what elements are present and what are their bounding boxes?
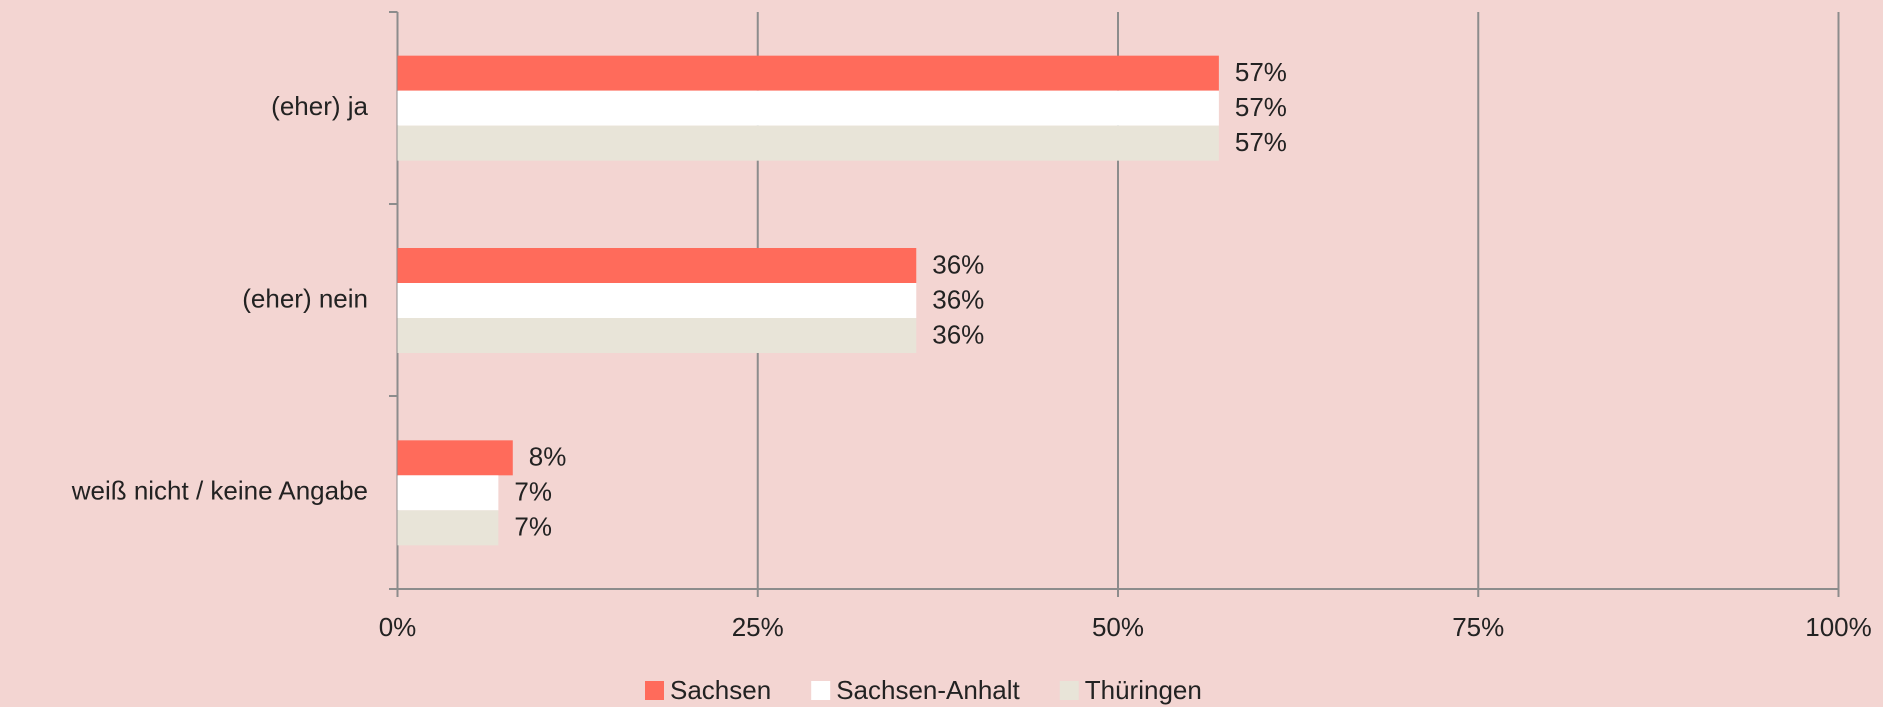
value-label: 7% — [514, 477, 552, 507]
legend-swatch — [645, 681, 664, 700]
legend-swatch — [811, 681, 831, 700]
bar — [397, 318, 917, 353]
bar — [397, 510, 499, 546]
value-label: 57% — [1235, 127, 1287, 157]
x-tick-label: 75% — [1452, 612, 1504, 642]
bar — [397, 90, 1219, 126]
legend-label: Sachsen-Anhalt — [836, 675, 1020, 705]
category-label: weiß nicht / keine Angabe — [71, 476, 368, 506]
value-label: 36% — [932, 284, 984, 314]
x-tick-label: 50% — [1092, 612, 1144, 642]
bar — [397, 283, 917, 318]
value-label: 57% — [1235, 92, 1287, 122]
category-label: (eher) nein — [242, 283, 368, 313]
legend-label: Thüringen — [1085, 675, 1202, 705]
value-label: 57% — [1235, 57, 1287, 87]
bar — [397, 55, 1219, 91]
x-tick-label: 0% — [379, 612, 417, 642]
value-label: 7% — [514, 512, 552, 542]
x-tick-label: 25% — [732, 612, 784, 642]
legend-swatch — [1059, 681, 1079, 700]
bar — [397, 248, 917, 283]
legend-label: Sachsen — [670, 675, 771, 705]
bar — [397, 125, 1219, 161]
bar — [397, 475, 499, 511]
category-label: (eher) ja — [271, 91, 368, 121]
value-label: 36% — [932, 319, 984, 349]
value-label: 36% — [932, 249, 984, 279]
value-label: 8% — [529, 442, 567, 472]
x-tick-label: 100% — [1805, 612, 1872, 642]
bar — [397, 440, 513, 476]
